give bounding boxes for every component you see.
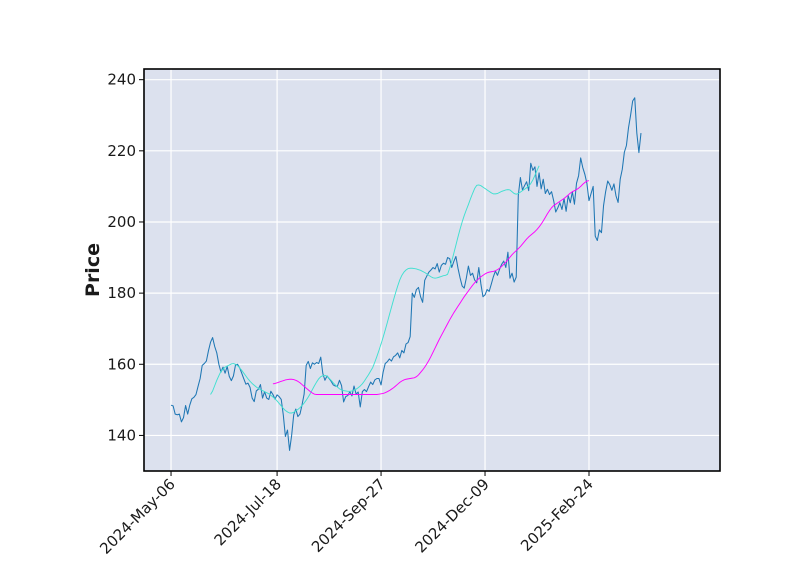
- y-tick-label: 180: [107, 284, 136, 302]
- x-tick-label: 2024-May-06: [96, 475, 179, 558]
- y-tick-label: 220: [107, 142, 136, 160]
- grid-lines: [144, 69, 720, 471]
- x-tick-label: 2024-Jul-18: [211, 475, 285, 549]
- y-axis: 140 160 180 200 220 240: [107, 71, 144, 444]
- y-tick-label: 240: [107, 71, 136, 89]
- x-tick-label: 2025-Feb-24: [517, 475, 597, 555]
- plot-area: [144, 69, 720, 471]
- price-line: [170, 97, 642, 451]
- x-axis: 2024-May-06 2024-Jul-18 2024-Sep-27 2024-De…: [96, 471, 597, 558]
- long-moving-average-line: [272, 180, 590, 395]
- y-tick-label: 160: [107, 355, 136, 373]
- x-tick-label: 2024-Sep-27: [308, 475, 389, 556]
- y-tick-label: 140: [107, 426, 136, 444]
- y-tick-label: 200: [107, 213, 136, 231]
- series-layer: [170, 97, 642, 451]
- y-axis-label: Price: [82, 243, 104, 297]
- short-moving-average-line: [210, 165, 540, 414]
- x-tick-label: 2024-Dec-09: [411, 475, 492, 556]
- plot-frame: [143, 68, 721, 472]
